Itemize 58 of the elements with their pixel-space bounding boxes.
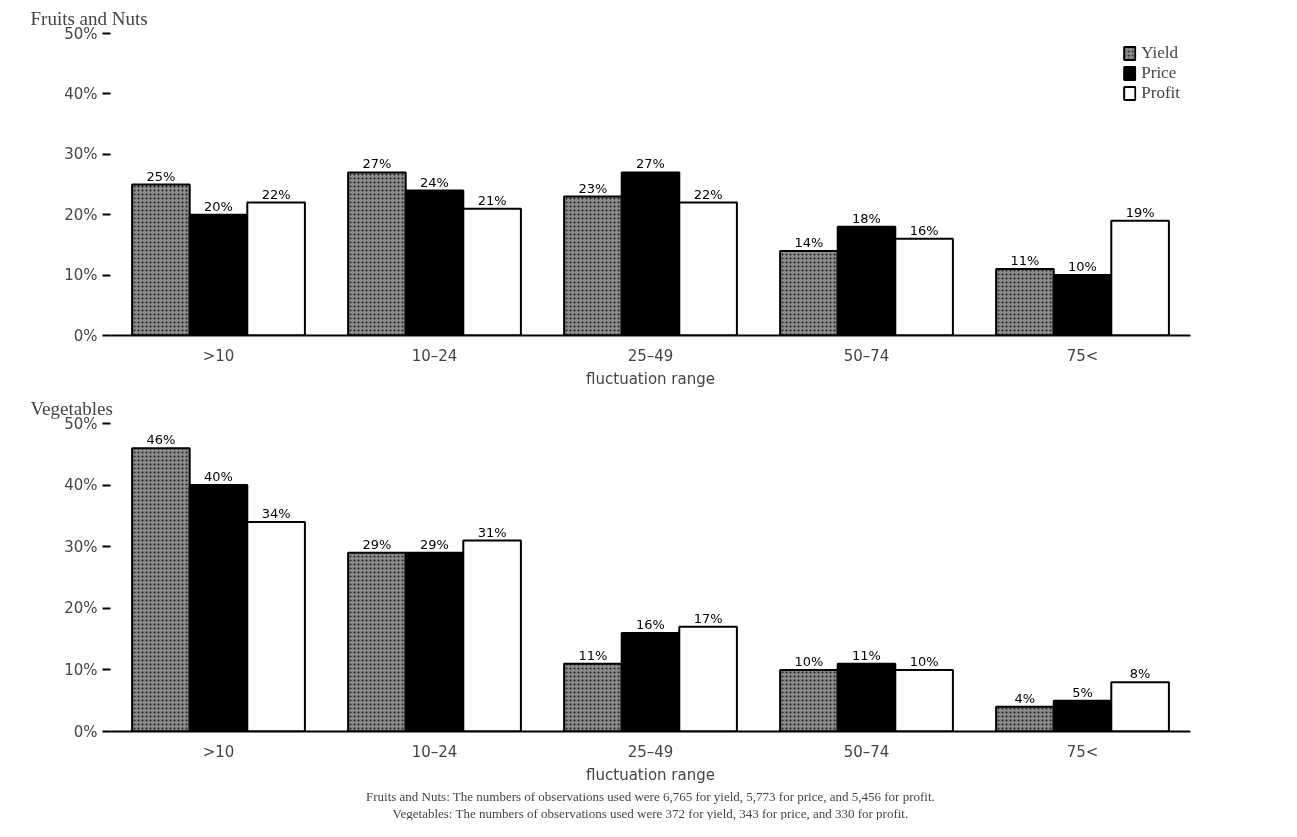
data-label: 29% bbox=[420, 536, 449, 552]
data-label: 22% bbox=[261, 186, 291, 202]
y-tick-label: 30% bbox=[64, 537, 98, 556]
data-label: 4% bbox=[1014, 690, 1036, 706]
data-label: 24% bbox=[420, 174, 449, 190]
y-tick-label: 10% bbox=[64, 660, 98, 679]
data-label: 34% bbox=[261, 506, 291, 522]
data-label: 21% bbox=[477, 192, 507, 208]
x-tick-label: 10–24 bbox=[411, 742, 458, 761]
data-label: 18% bbox=[852, 210, 881, 226]
y-tick-label: 20% bbox=[64, 205, 98, 224]
data-label: 10% bbox=[1068, 259, 1097, 275]
data-label: 11% bbox=[1010, 253, 1040, 269]
y-tick-label: 10% bbox=[64, 266, 98, 285]
x-tick-label: 50–74 bbox=[843, 346, 890, 365]
x-tick-label: 50–74 bbox=[843, 742, 890, 761]
data-label: 31% bbox=[477, 524, 507, 540]
data-label: 16% bbox=[636, 616, 665, 632]
y-tick-label: 50% bbox=[64, 24, 98, 43]
x-tick-label: >10 bbox=[202, 742, 235, 761]
data-label: 10% bbox=[794, 653, 824, 669]
x-tick-label: 10–24 bbox=[411, 346, 458, 365]
data-label: 5% bbox=[1072, 684, 1093, 700]
data-label: 10% bbox=[909, 653, 939, 669]
data-label: 27% bbox=[636, 156, 665, 172]
x-tick-label: 25–49 bbox=[627, 742, 674, 761]
data-label: 20% bbox=[204, 198, 233, 214]
data-label: 19% bbox=[1125, 204, 1155, 220]
data-label: 29% bbox=[362, 536, 392, 552]
x-tick-label: 75< bbox=[1066, 742, 1099, 761]
data-label: 14% bbox=[794, 234, 824, 250]
legend-label: Price bbox=[1141, 63, 1177, 83]
x-tick-label: 75< bbox=[1066, 346, 1099, 365]
x-axis-title: fluctuation range bbox=[586, 369, 715, 388]
y-tick-label: 0% bbox=[73, 722, 98, 741]
data-label: 11% bbox=[852, 647, 881, 663]
x-axis-title: fluctuation range bbox=[586, 765, 715, 784]
data-label: 11% bbox=[578, 647, 608, 663]
data-label: 23% bbox=[578, 180, 608, 196]
data-label: 27% bbox=[362, 156, 392, 172]
data-label: 8% bbox=[1129, 666, 1151, 682]
y-tick-label: 30% bbox=[64, 145, 98, 164]
x-tick-label: >10 bbox=[202, 346, 235, 365]
data-label: 16% bbox=[909, 222, 939, 238]
data-label: 25% bbox=[146, 168, 176, 184]
data-label: 22% bbox=[693, 186, 723, 202]
legend-label: Profit bbox=[1141, 83, 1180, 103]
y-tick-label: 0% bbox=[73, 326, 98, 345]
y-tick-label: 40% bbox=[64, 84, 98, 103]
y-tick-label: 20% bbox=[64, 599, 98, 618]
text: Fruits and Nuts: The numbers of observations used were 6,765 for yield, 5,773 for price, and 5,456 for profit. bbox=[366, 788, 935, 804]
y-tick-label: 40% bbox=[64, 476, 98, 495]
x-tick-label: 25–49 bbox=[627, 346, 674, 365]
data-label: 46% bbox=[146, 432, 176, 448]
data-label: 40% bbox=[204, 469, 233, 485]
legend-label: Yield bbox=[1141, 43, 1179, 63]
text: Vegetables: The numbers of observations used were 372 for yield, 343 for price, and 330 for profit. bbox=[392, 805, 909, 821]
data-label: 17% bbox=[693, 610, 723, 626]
